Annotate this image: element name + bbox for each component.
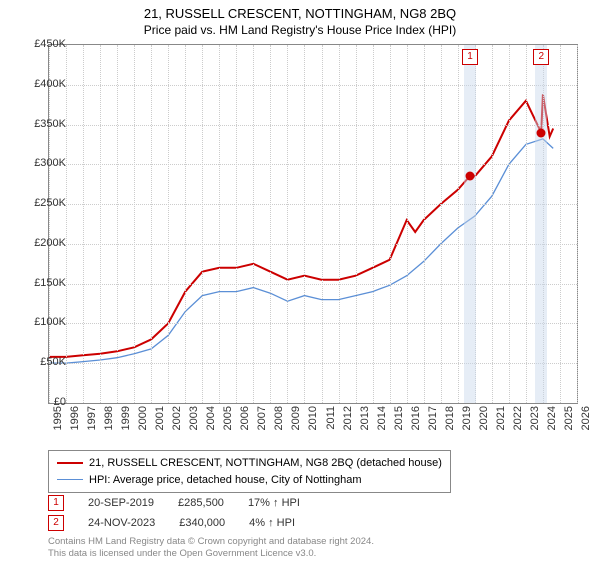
x-axis-label: 2013 — [359, 406, 371, 430]
y-axis-label: £300K — [34, 157, 66, 169]
x-axis-label: 2017 — [427, 406, 439, 430]
x-axis-label: 2025 — [563, 406, 575, 430]
marker-band — [464, 45, 476, 403]
annotation-row: 2 24-NOV-2023 £340,000 4% ↑ HPI — [48, 515, 295, 531]
y-axis-label: £100K — [34, 316, 66, 328]
x-axis-label: 2024 — [546, 406, 558, 430]
marker-label: 1 — [462, 49, 478, 65]
legend-label: HPI: Average price, detached house, City… — [89, 472, 362, 489]
x-axis-label: 2026 — [580, 406, 592, 430]
y-axis-label: £200K — [34, 237, 66, 249]
x-axis-label: 2000 — [137, 406, 149, 430]
x-axis-label: 1998 — [103, 406, 115, 430]
marker-label: 2 — [533, 49, 549, 65]
x-axis-label: 2016 — [410, 406, 422, 430]
x-axis-label: 2021 — [495, 406, 507, 430]
annotation-marker: 1 — [48, 495, 64, 511]
footer-text: Contains HM Land Registry data © Crown c… — [48, 536, 374, 561]
x-axis-label: 2023 — [529, 406, 541, 430]
x-axis-label: 1996 — [69, 406, 81, 430]
footer-line: This data is licensed under the Open Gov… — [48, 548, 374, 560]
annotation-delta: 4% ↑ HPI — [249, 517, 295, 529]
y-axis-label: £400K — [34, 78, 66, 90]
x-axis-label: 2003 — [188, 406, 200, 430]
legend-swatch — [57, 462, 83, 464]
x-axis-label: 1999 — [120, 406, 132, 430]
annotation-date: 20-SEP-2019 — [88, 497, 154, 509]
legend-label: 21, RUSSELL CRESCENT, NOTTINGHAM, NG8 2B… — [89, 455, 442, 472]
marker-band — [535, 45, 547, 403]
legend: 21, RUSSELL CRESCENT, NOTTINGHAM, NG8 2B… — [48, 450, 451, 493]
annotation-row: 1 20-SEP-2019 £285,500 17% ↑ HPI — [48, 495, 300, 511]
x-axis-label: 2022 — [512, 406, 524, 430]
x-axis-label: 2015 — [393, 406, 405, 430]
x-axis-label: 2008 — [273, 406, 285, 430]
x-axis-label: 2002 — [171, 406, 183, 430]
footer-line: Contains HM Land Registry data © Crown c… — [48, 536, 374, 548]
x-axis-label: 2007 — [256, 406, 268, 430]
x-axis-label: 2010 — [307, 406, 319, 430]
legend-item: HPI: Average price, detached house, City… — [57, 472, 442, 489]
x-axis-label: 1997 — [86, 406, 98, 430]
marker-point — [466, 171, 475, 180]
legend-swatch — [57, 479, 83, 480]
y-axis-label: £150K — [34, 277, 66, 289]
chart-title: 21, RUSSELL CRESCENT, NOTTINGHAM, NG8 2B… — [0, 0, 600, 21]
y-axis-label: £250K — [34, 197, 66, 209]
x-axis-label: 2014 — [376, 406, 388, 430]
chart-lines — [49, 45, 577, 403]
y-axis-label: £450K — [34, 38, 66, 50]
plot-area: 12 — [48, 44, 578, 404]
x-axis-label: 1995 — [52, 406, 64, 430]
legend-item: 21, RUSSELL CRESCENT, NOTTINGHAM, NG8 2B… — [57, 455, 442, 472]
x-axis-label: 2001 — [154, 406, 166, 430]
annotation-date: 24-NOV-2023 — [88, 517, 155, 529]
y-axis-label: £350K — [34, 118, 66, 130]
marker-point — [537, 128, 546, 137]
x-axis-label: 2006 — [239, 406, 251, 430]
x-axis-label: 2012 — [342, 406, 354, 430]
x-axis-label: 2009 — [290, 406, 302, 430]
annotation-marker: 2 — [48, 515, 64, 531]
x-axis-label: 2004 — [205, 406, 217, 430]
x-axis-label: 2020 — [478, 406, 490, 430]
chart-subtitle: Price paid vs. HM Land Registry's House … — [0, 21, 600, 37]
series-line — [49, 94, 553, 357]
x-axis-label: 2011 — [325, 406, 337, 430]
x-axis-label: 2019 — [461, 406, 473, 430]
annotation-price: £340,000 — [179, 517, 225, 529]
annotation-delta: 17% ↑ HPI — [248, 497, 300, 509]
annotation-price: £285,500 — [178, 497, 224, 509]
y-axis-label: £50K — [40, 356, 66, 368]
chart-container: 21, RUSSELL CRESCENT, NOTTINGHAM, NG8 2B… — [0, 0, 600, 560]
x-axis-label: 2018 — [444, 406, 456, 430]
x-axis-label: 2005 — [222, 406, 234, 430]
